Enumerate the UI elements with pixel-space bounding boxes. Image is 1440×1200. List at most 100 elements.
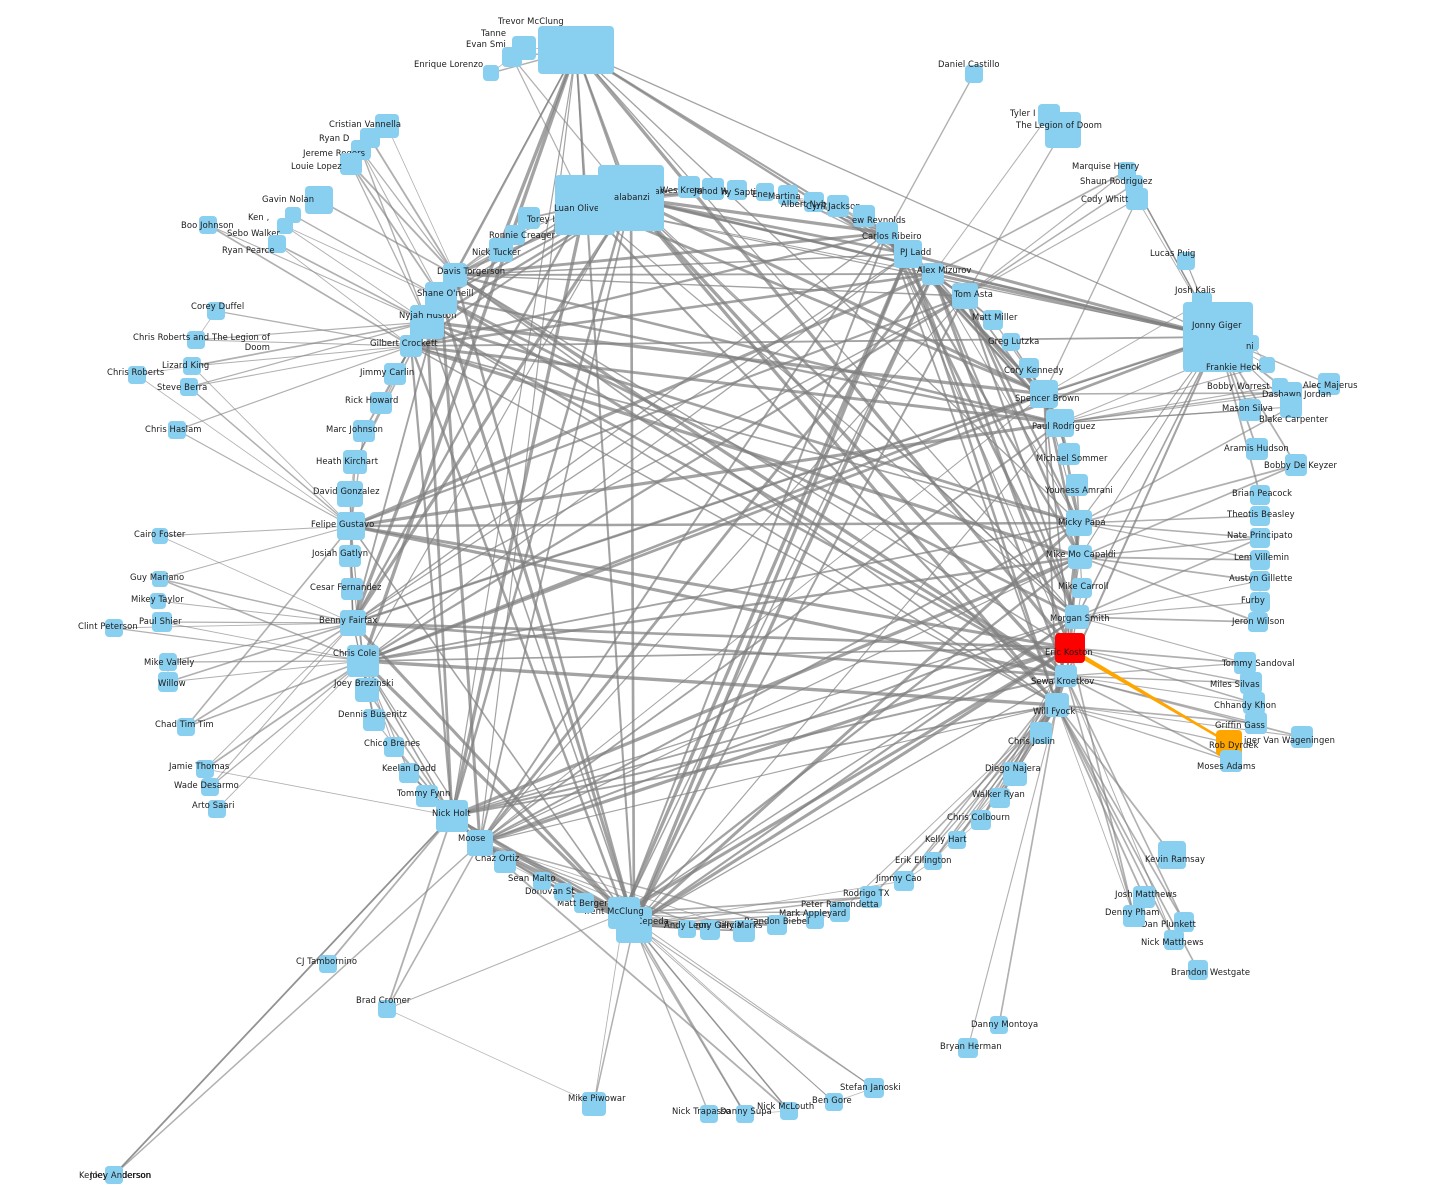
- graph-node-chaz-ortiz[interactable]: [494, 851, 516, 873]
- graph-node-matt-miller[interactable]: [983, 310, 1003, 330]
- graph-node-lem-villemin[interactable]: [1250, 550, 1270, 570]
- graph-node-wade-desarmo[interactable]: [201, 778, 219, 796]
- graph-node-davis-torgerson[interactable]: [443, 263, 467, 287]
- graph-node-chris-joslin[interactable]: [1030, 722, 1052, 744]
- graph-node-tommy-sandoval[interactable]: [1234, 652, 1256, 674]
- graph-node-cody-whitt[interactable]: [1126, 188, 1148, 210]
- graph-node-shy-saptia[interactable]: [727, 180, 747, 200]
- graph-node-dennis-busenitz[interactable]: [363, 709, 385, 731]
- graph-node-tom-asta[interactable]: [952, 283, 978, 309]
- graph-node-mason-silva[interactable]: [1239, 399, 1261, 421]
- graph-node-sewa-kroetkov[interactable]: [1055, 665, 1077, 687]
- graph-node-joey-anderson[interactable]: [105, 1166, 123, 1184]
- graph-node-eric-koston[interactable]: [1055, 633, 1085, 663]
- graph-node-wes-kremer[interactable]: [678, 176, 700, 198]
- graph-node-alec-majerus[interactable]: [1318, 373, 1340, 395]
- graph-node-cory-kennedy[interactable]: [1019, 358, 1039, 378]
- graph-node-dan-plunkett[interactable]: [1174, 912, 1194, 932]
- graph-node-cyril-jackson[interactable]: [827, 195, 849, 217]
- graph-node-legion-of-doom[interactable]: [1045, 112, 1081, 148]
- graph-node-felipe-gustavo[interactable]: [337, 512, 365, 540]
- graph-node-kelly-hart[interactable]: [948, 831, 966, 849]
- graph-node-ben-gore[interactable]: [825, 1093, 843, 1111]
- graph-node-chris-roberts-legion[interactable]: [187, 331, 205, 349]
- graph-node-daniel-castillo[interactable]: [965, 65, 983, 83]
- graph-node-mike-vallely[interactable]: [159, 653, 177, 671]
- graph-node-jeron-wilson[interactable]: [1248, 612, 1268, 632]
- graph-node-moses-adams[interactable]: [1220, 750, 1242, 772]
- graph-node-aramis-hudson[interactable]: [1246, 438, 1268, 460]
- graph-node-danny-supa[interactable]: [736, 1105, 754, 1123]
- graph-node-nate-principato[interactable]: [1250, 528, 1270, 548]
- graph-node-brian-peacock[interactable]: [1250, 485, 1270, 505]
- graph-node-chris-haslam[interactable]: [168, 421, 186, 439]
- graph-node-chris-cole[interactable]: [347, 645, 379, 677]
- graph-node-cj-tambornino[interactable]: [319, 955, 337, 973]
- graph-node-miles-silvas[interactable]: [1240, 672, 1262, 694]
- graph-node-chico-brenes[interactable]: [384, 737, 404, 757]
- graph-node-jehod-wairy[interactable]: [702, 178, 724, 200]
- graph-node-moose[interactable]: [467, 830, 493, 856]
- graph-node-tom-balabanzi[interactable]: [600, 170, 656, 226]
- graph-node-josh-kalis[interactable]: [1192, 292, 1212, 312]
- graph-node-alex-mizurov[interactable]: [922, 263, 944, 285]
- graph-node-paul-shier[interactable]: [152, 612, 172, 632]
- graph-node-sean-malto[interactable]: [533, 872, 551, 890]
- graph-node-andy-leon[interactable]: [678, 920, 696, 938]
- graph-node-jonny-giger[interactable]: [1183, 302, 1253, 372]
- graph-node-kevin-ramsay[interactable]: [1158, 841, 1186, 869]
- graph-node-blake-carpenter[interactable]: [1280, 396, 1302, 418]
- graph-node-josh-matthews[interactable]: [1133, 886, 1155, 908]
- graph-node-enrique-lorenzo[interactable]: [483, 65, 499, 81]
- graph-node-steve-berra[interactable]: [180, 378, 198, 396]
- graph-node-guy-mariano[interactable]: [152, 571, 168, 587]
- graph-node-brad-cromer[interactable]: [378, 1000, 396, 1018]
- graph-node-matt-berger[interactable]: [574, 893, 594, 913]
- graph-node-mikey-taylor[interactable]: [150, 593, 166, 609]
- graph-node-ene[interactable]: [756, 183, 774, 201]
- graph-node-lizard-king[interactable]: [183, 357, 201, 375]
- graph-node-greg-lutzka[interactable]: [1002, 333, 1020, 351]
- graph-node-will-fyock[interactable]: [1045, 693, 1069, 717]
- graph-node-amrani-2[interactable]: [1243, 335, 1259, 351]
- graph-node-rick-howard[interactable]: [370, 392, 392, 414]
- graph-node-nick-matthews[interactable]: [1164, 930, 1184, 950]
- graph-node-ryan-pearce[interactable]: [268, 235, 286, 253]
- graph-node-peter-ramondetta[interactable]: [830, 902, 850, 922]
- graph-node-drew-reynolds[interactable]: [853, 205, 875, 227]
- graph-node-louie-lopez[interactable]: [340, 153, 362, 175]
- graph-node-carlos-ribeiro[interactable]: [876, 222, 898, 244]
- graph-node-mark-appleyard[interactable]: [806, 911, 824, 929]
- graph-node-lucas-puig[interactable]: [1177, 252, 1195, 270]
- graph-node-josiah-gatlyn[interactable]: [339, 545, 361, 567]
- graph-node-mike-carroll[interactable]: [1072, 578, 1092, 598]
- graph-node-gavin-nolan[interactable]: [305, 186, 333, 214]
- graph-node-jimmy-cao[interactable]: [894, 871, 914, 891]
- graph-node-corey-duffel[interactable]: [207, 302, 225, 320]
- graph-node-chad-tim-tim[interactable]: [177, 718, 195, 736]
- graph-node-danny-montoya[interactable]: [990, 1016, 1008, 1034]
- graph-node-brandon-westgate[interactable]: [1188, 960, 1208, 980]
- graph-node-nick-holt[interactable]: [436, 800, 468, 832]
- graph-node-walker-ryan[interactable]: [990, 788, 1010, 808]
- graph-node-pj-ladd[interactable]: [894, 240, 922, 268]
- graph-node-torey-p[interactable]: [518, 207, 540, 229]
- graph-node-chris-roberts[interactable]: [128, 366, 146, 384]
- graph-node-joey-brezinski[interactable]: [355, 678, 379, 702]
- graph-node-boo-johnson[interactable]: [199, 216, 217, 234]
- graph-node-brandon-biebel[interactable]: [767, 915, 787, 935]
- graph-node-chris-colbourn[interactable]: [971, 810, 991, 830]
- graph-node-bobby-de-keyzer[interactable]: [1285, 454, 1307, 476]
- graph-node-billy-marks[interactable]: [733, 920, 755, 942]
- graph-node-morgan-smith[interactable]: [1065, 605, 1089, 629]
- graph-node-mike-piwowar[interactable]: [582, 1092, 606, 1116]
- graph-node-nick-mclouth[interactable]: [780, 1102, 798, 1120]
- graph-node-albert-nyberg[interactable]: [804, 192, 824, 212]
- graph-node-youness-amrani[interactable]: [1066, 474, 1088, 496]
- graph-node-arto-saari[interactable]: [208, 800, 226, 818]
- graph-node-david-gonzalez[interactable]: [337, 481, 363, 507]
- graph-node-benny-fairfax[interactable]: [340, 610, 366, 636]
- graph-node-sebo-walker[interactable]: [277, 218, 293, 234]
- graph-node-austyn-gillette[interactable]: [1250, 571, 1270, 591]
- graph-node-willow[interactable]: [158, 672, 178, 692]
